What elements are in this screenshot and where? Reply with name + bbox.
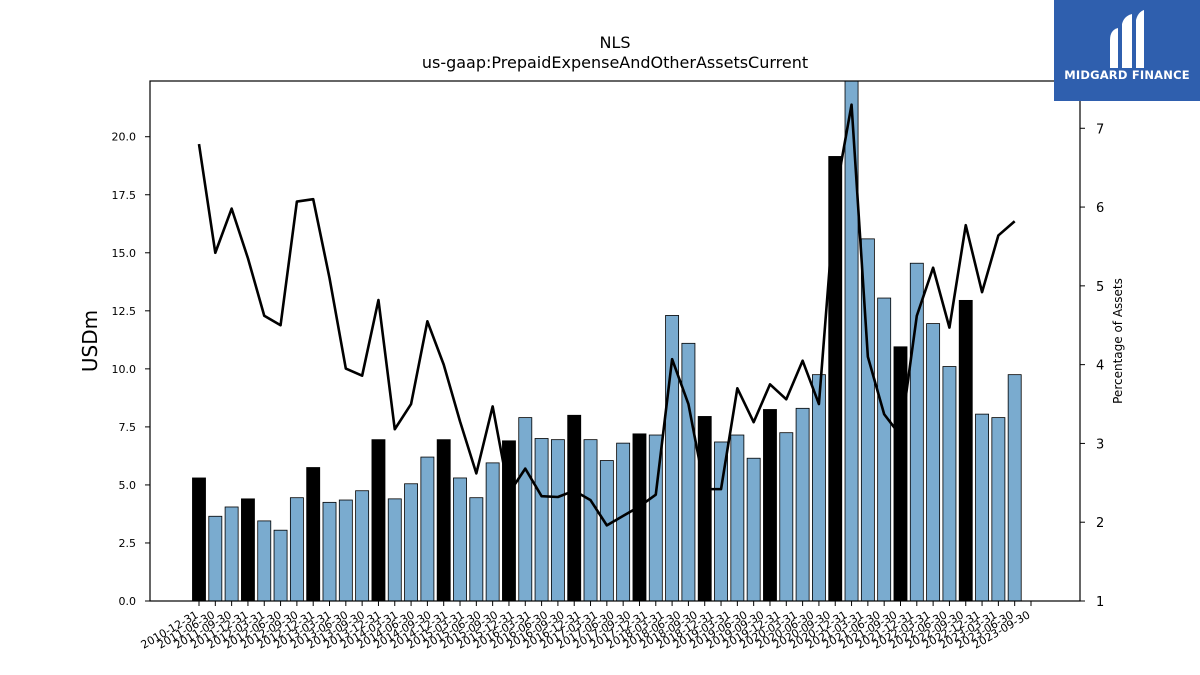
bar [273, 529, 288, 602]
right-tick-label: 4 [1096, 359, 1104, 374]
left-tick-label: 15.0 [112, 247, 137, 260]
right-tick-label: 2 [1096, 516, 1104, 531]
bar [763, 409, 777, 602]
midgard-finance-logo: MIDGARD FINANCE [1054, 0, 1200, 101]
bar [795, 407, 810, 602]
right-tick-label: 3 [1096, 437, 1104, 452]
bar [991, 417, 1006, 602]
left-tick-label: 5.0 [119, 479, 137, 492]
left-axis-ticks: 0.0 2.5 5.0 7.5 10.0 12.5 15.0 17.5 20.0 [112, 131, 150, 608]
right-tick-label: 7 [1096, 122, 1104, 137]
right-tick-label: 6 [1096, 201, 1104, 216]
bar [958, 299, 973, 602]
bar [192, 477, 206, 602]
bar [436, 439, 451, 602]
bar [942, 366, 957, 602]
midgard-logo-icon [1110, 10, 1144, 68]
bar [746, 457, 761, 602]
bar [975, 413, 989, 602]
bar [257, 520, 272, 602]
left-tick-label: 17.5 [112, 189, 137, 202]
x-axis-ticks: 2010-12-312011-06-302011-09-302011-12-31… [139, 601, 1033, 652]
bar [371, 439, 386, 602]
chart-title: NLS [599, 33, 630, 52]
bar [567, 414, 582, 602]
bar [632, 433, 647, 602]
left-tick-label: 0.0 [119, 595, 137, 608]
chart-subtitle: us-gaap:PrepaidExpenseAndOtherAssetsCurr… [422, 53, 808, 72]
bar [208, 515, 223, 602]
bar [1007, 374, 1022, 602]
right-axis-label: Percentage of Assets [1111, 278, 1125, 404]
bar [779, 432, 794, 602]
right-tick-label: 1 [1096, 595, 1104, 610]
left-tick-label: 10.0 [112, 363, 137, 376]
left-tick-label: 20.0 [112, 131, 137, 144]
bar [730, 434, 745, 602]
bar [289, 497, 304, 602]
bar [322, 501, 337, 602]
bar [534, 438, 549, 602]
left-tick-label: 12.5 [112, 305, 137, 318]
right-axis-ticks: 1 2 3 4 5 6 7 [1080, 122, 1104, 610]
bar [355, 490, 370, 602]
left-tick-label: 7.5 [119, 421, 137, 434]
bar [877, 297, 892, 602]
percentage-line [197, 103, 1016, 527]
bar [616, 442, 631, 602]
bar [224, 506, 239, 602]
bar [241, 498, 255, 602]
bar [518, 417, 533, 602]
bar [453, 477, 467, 602]
bar [697, 416, 712, 602]
line-series [197, 103, 1016, 527]
bar [550, 439, 565, 602]
left-tick-label: 2.5 [119, 537, 137, 550]
bar [583, 439, 598, 602]
bar [404, 483, 418, 602]
logo-text: MIDGARD FINANCE [1064, 68, 1190, 82]
bar [828, 156, 843, 602]
bar [469, 497, 484, 602]
bar [812, 374, 826, 602]
plot-frame [149, 80, 1081, 602]
bar [681, 342, 696, 602]
bar [306, 467, 321, 602]
bar [893, 346, 908, 602]
bar [387, 498, 402, 602]
bar [420, 456, 435, 602]
bar [485, 462, 500, 602]
bar [926, 323, 941, 602]
left-axis-label: USDm [78, 310, 102, 372]
bar [599, 460, 614, 602]
bar [338, 499, 353, 602]
right-tick-label: 5 [1096, 280, 1104, 295]
